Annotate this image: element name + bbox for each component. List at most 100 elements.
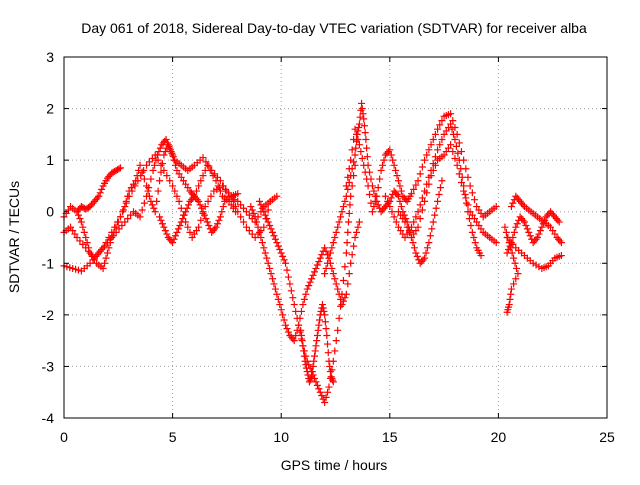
data-point xyxy=(177,218,185,226)
data-point xyxy=(371,197,379,205)
data-point xyxy=(131,182,139,190)
data-point xyxy=(199,154,207,162)
data-point xyxy=(533,234,541,241)
data-point xyxy=(273,290,281,298)
data-point xyxy=(116,213,124,221)
data-point xyxy=(151,151,159,159)
data-point xyxy=(157,161,165,169)
x-tick-label: 5 xyxy=(169,429,177,445)
data-point xyxy=(176,221,184,229)
data-point xyxy=(447,120,455,128)
data-point xyxy=(390,161,398,169)
data-point xyxy=(341,197,349,205)
series-track-16 xyxy=(503,234,565,272)
data-point xyxy=(195,182,203,190)
data-point xyxy=(298,337,306,345)
data-point xyxy=(327,373,335,381)
data-point xyxy=(425,239,433,247)
data-point xyxy=(344,185,352,193)
data-point xyxy=(251,213,259,221)
data-point xyxy=(345,270,353,278)
data-point xyxy=(355,218,363,226)
data-point xyxy=(355,120,363,128)
data-point xyxy=(536,227,544,235)
data-point xyxy=(427,172,435,180)
data-point xyxy=(76,215,84,223)
data-point xyxy=(332,228,340,236)
data-point xyxy=(270,232,278,240)
data-point xyxy=(312,342,320,350)
data-point xyxy=(525,228,533,236)
y-tick-label: -4 xyxy=(42,410,55,426)
data-point xyxy=(522,221,530,229)
data-point xyxy=(204,197,212,205)
data-point xyxy=(457,178,465,186)
data-point xyxy=(431,211,439,219)
data-point xyxy=(414,208,422,216)
data-point xyxy=(448,125,456,133)
data-point xyxy=(136,161,144,169)
data-point xyxy=(538,223,546,231)
data-point xyxy=(173,228,181,236)
data-point xyxy=(205,221,213,229)
data-point xyxy=(270,280,278,288)
data-point xyxy=(309,362,317,370)
data-point xyxy=(218,208,226,216)
data-point xyxy=(192,187,200,195)
data-point xyxy=(555,218,563,226)
data-point xyxy=(331,234,339,241)
data-point xyxy=(175,197,183,205)
data-point xyxy=(451,154,459,162)
data-point xyxy=(350,242,358,250)
data-point xyxy=(215,216,223,224)
y-axis-label: SDTVAR / TECUs xyxy=(6,181,22,293)
data-point xyxy=(346,201,354,209)
data-point xyxy=(308,275,316,283)
data-point xyxy=(273,239,281,247)
data-point xyxy=(166,144,174,152)
data-point xyxy=(149,166,157,174)
data-point xyxy=(154,156,162,164)
data-point xyxy=(351,234,359,241)
data-point xyxy=(185,201,193,209)
data-point xyxy=(510,280,518,288)
data-point xyxy=(279,311,287,319)
data-point xyxy=(290,337,298,345)
data-point xyxy=(303,364,311,372)
data-point xyxy=(344,173,352,181)
x-tick-label: 20 xyxy=(491,429,507,445)
data-point xyxy=(257,201,265,209)
data-point xyxy=(344,228,352,236)
data-point xyxy=(519,201,527,209)
data-point xyxy=(434,125,442,133)
data-point xyxy=(164,141,172,149)
data-point xyxy=(321,270,329,278)
data-point xyxy=(503,308,511,316)
data-point xyxy=(366,191,374,199)
data-point xyxy=(209,172,217,180)
data-point xyxy=(321,311,329,319)
data-point xyxy=(216,213,224,221)
data-point xyxy=(276,301,284,309)
data-point xyxy=(266,264,274,272)
data-point xyxy=(213,220,221,228)
data-point xyxy=(234,190,242,198)
data-point xyxy=(413,252,421,260)
data-point xyxy=(295,321,303,329)
data-point xyxy=(122,199,130,207)
data-point xyxy=(436,121,444,129)
data-point xyxy=(162,136,170,144)
data-point xyxy=(248,206,256,214)
data-point xyxy=(264,218,272,226)
data-point xyxy=(436,141,444,149)
data-point xyxy=(99,244,107,252)
data-point xyxy=(324,388,332,396)
data-point xyxy=(297,326,305,334)
data-point xyxy=(261,249,269,257)
data-point xyxy=(150,204,158,212)
data-point xyxy=(240,218,248,226)
data-point xyxy=(297,331,305,339)
data-point xyxy=(276,246,284,254)
data-point xyxy=(292,307,300,315)
data-point xyxy=(512,275,520,283)
